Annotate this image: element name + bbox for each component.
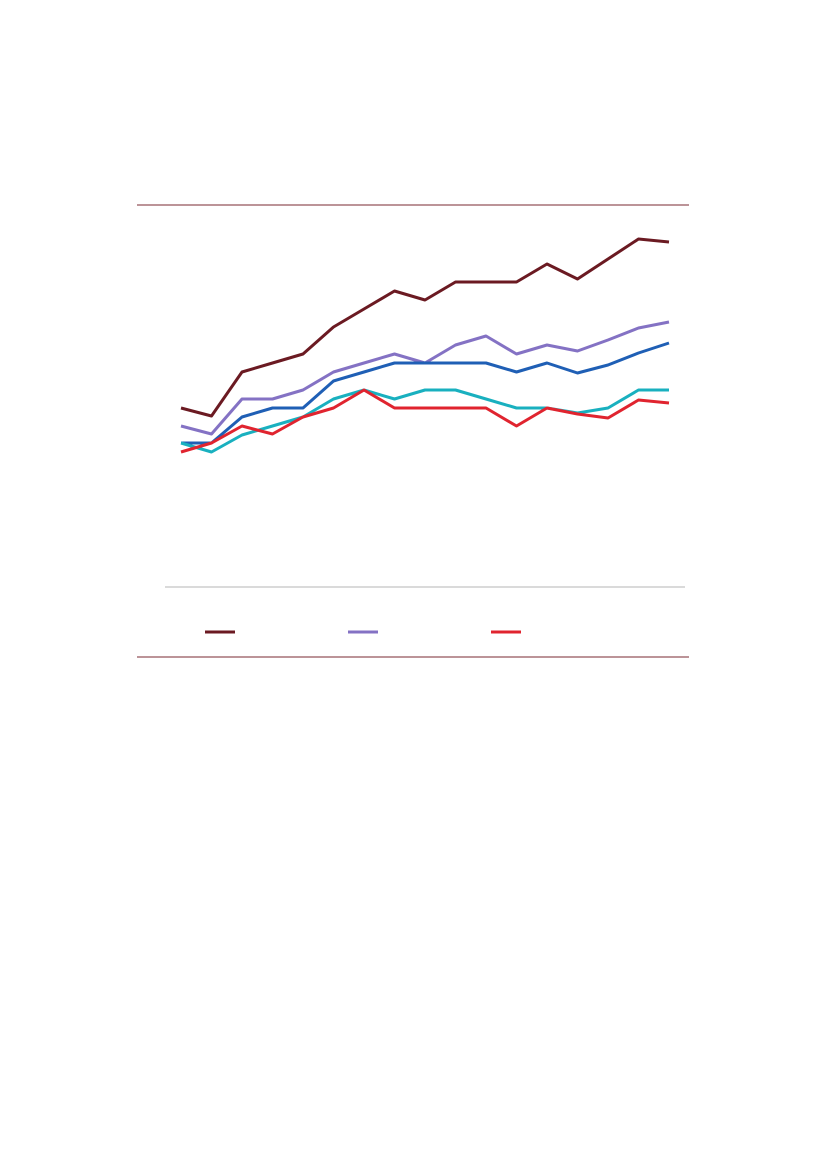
- series-line: [180, 388, 669, 454]
- series-line: [180, 237, 670, 418]
- series-line: [181, 341, 670, 445]
- series-line: [180, 388, 670, 454]
